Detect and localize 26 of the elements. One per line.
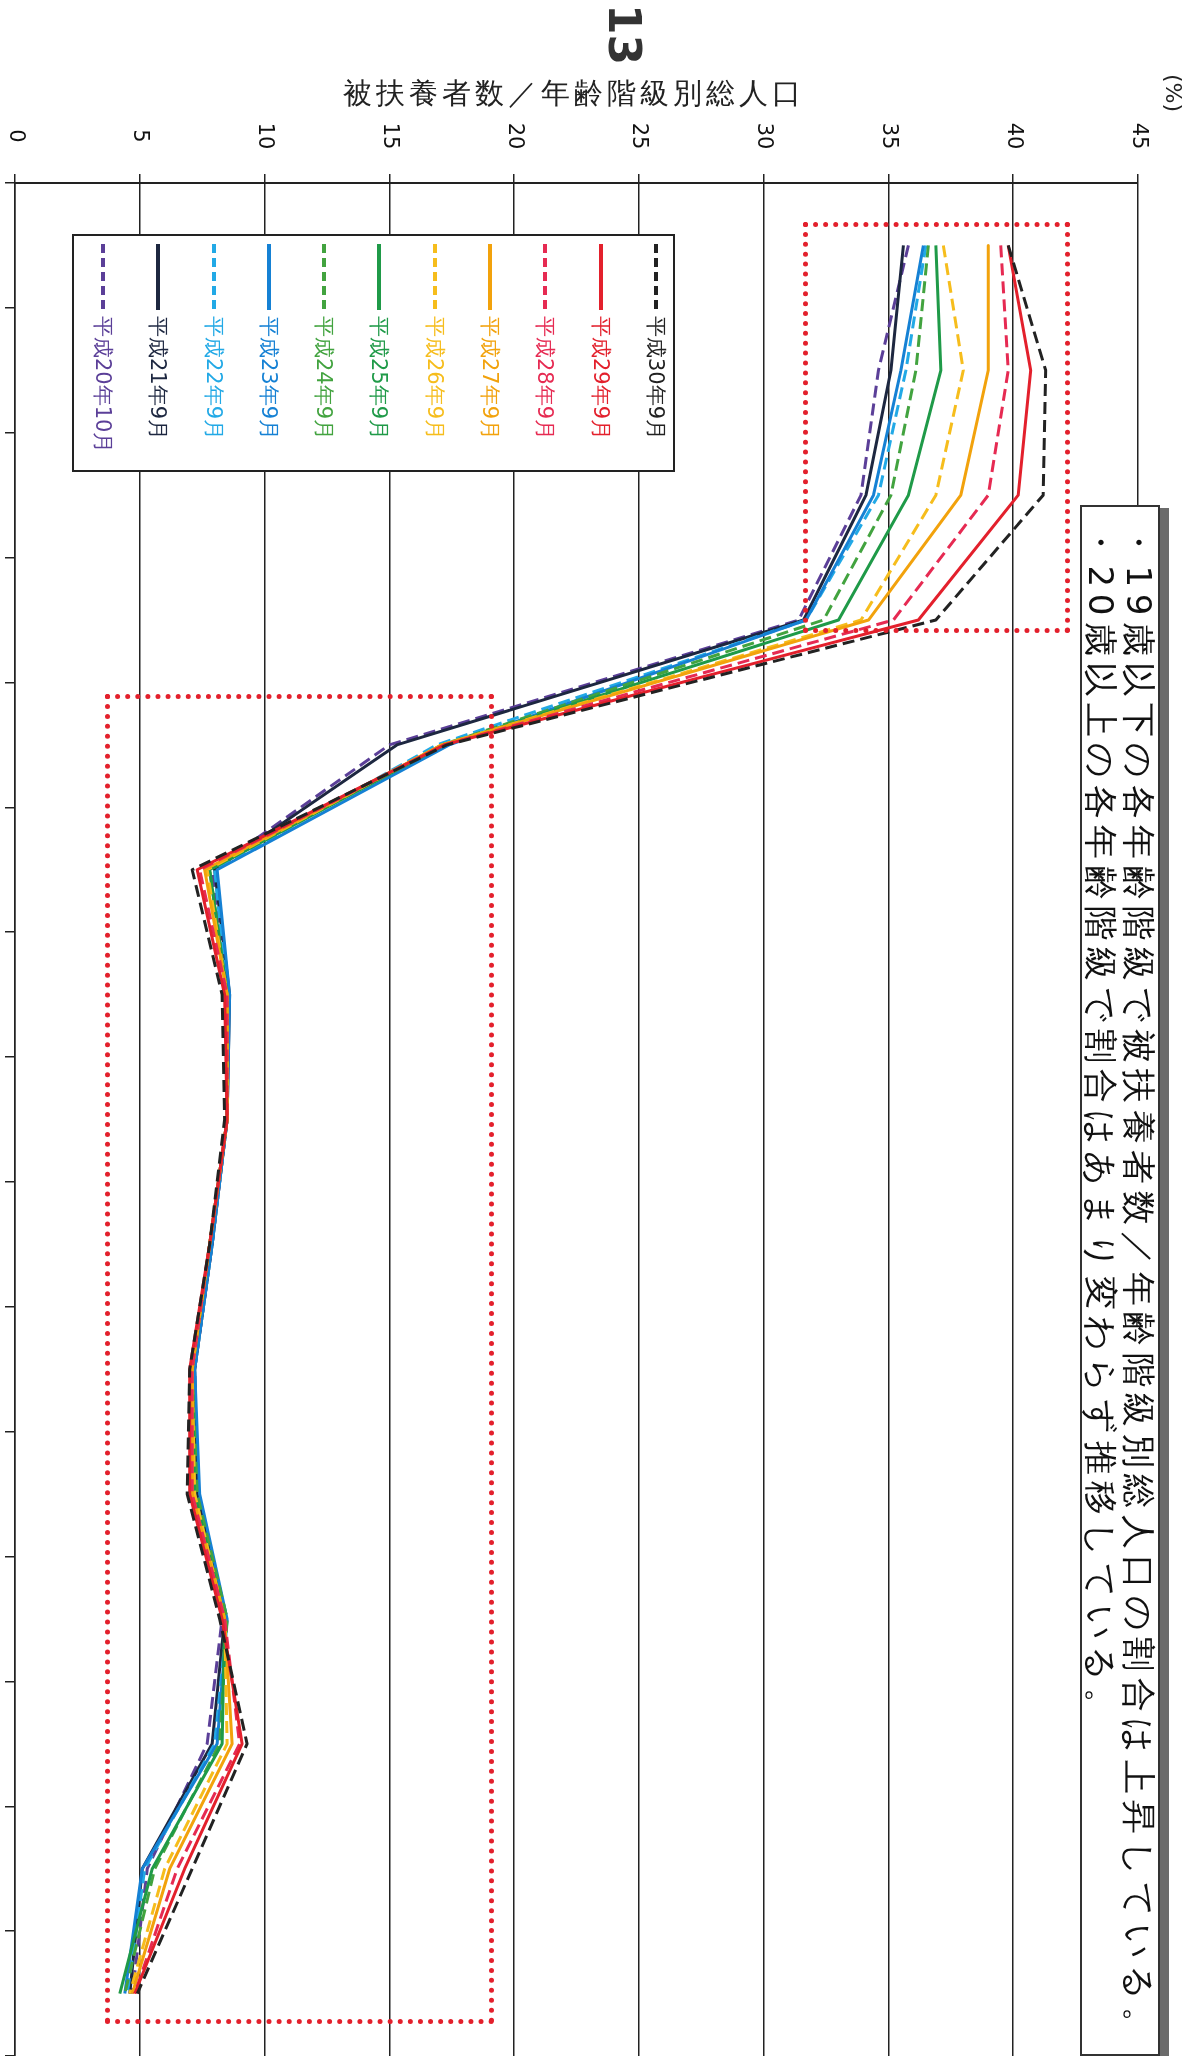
x-tick-label: 10 (254, 122, 279, 150)
text: 平成21年9月 (146, 316, 171, 441)
x-tick-label: 5 (129, 129, 154, 143)
text: 13 (599, 4, 650, 66)
x-tick-label: 15 (378, 122, 403, 150)
text: 平成28年9月 (533, 316, 558, 441)
x-tick-label: 40 (1002, 122, 1027, 150)
x-axis-title: 被扶養者数／年齢階級別総人口 (343, 76, 805, 110)
x-tick-label: 25 (628, 122, 653, 150)
x-tick-label: 30 (753, 122, 778, 150)
text: 平成30年9月 (643, 316, 668, 441)
x-tick-label: 20 (503, 122, 528, 150)
text: 平成26年9月 (422, 316, 447, 441)
text: 平成23年9月 (256, 316, 281, 441)
text: 平成29年9月 (588, 316, 613, 441)
text: (%) (1160, 74, 1186, 113)
x-tick-label: 0 (4, 129, 29, 143)
text: 平成25年9月 (367, 316, 392, 441)
x-tick-label: 35 (877, 122, 902, 150)
text: 平成22年9月 (201, 316, 226, 441)
text: 平成20年10月 (91, 316, 115, 454)
text: 平成24年9月 (312, 316, 337, 441)
x-tick-label: 45 (1127, 122, 1152, 150)
text: 平成27年9月 (478, 316, 503, 441)
annotation: ・19歳以下の各年齢階級で被扶養者数／年齢階級別総人口の割合は上昇している。 (1119, 525, 1159, 2050)
annotation: ・20歳以上の各年齢階級で割合はあまり変わらず推移している。 (1081, 525, 1121, 1731)
